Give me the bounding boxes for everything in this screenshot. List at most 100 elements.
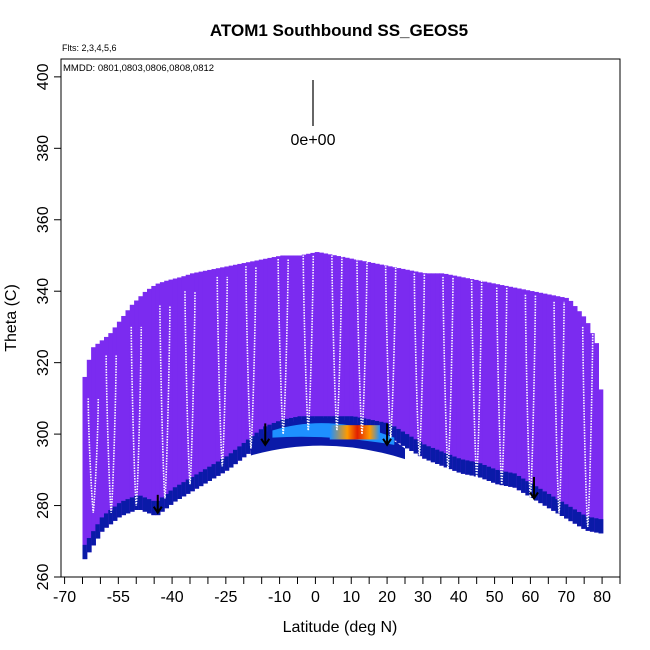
plot-frame xyxy=(60,58,621,578)
x-tick-label: -70 xyxy=(53,589,76,606)
heatmap-cell xyxy=(521,289,526,493)
heatmap-cell xyxy=(448,274,453,470)
heatmap-cell xyxy=(512,287,518,488)
heatmap-cell xyxy=(168,279,174,505)
heatmap-cell xyxy=(405,269,410,449)
arrow-head xyxy=(260,438,271,447)
heatmap-cell xyxy=(228,453,234,468)
heatmap-cell xyxy=(465,278,470,475)
x-tick-label: 20 xyxy=(378,589,396,606)
heatmap-cell xyxy=(366,262,372,434)
heatmap-cell xyxy=(172,278,178,502)
heatmap-cell xyxy=(104,513,109,528)
heatmap-cell xyxy=(168,490,174,505)
heatmap-cell xyxy=(116,503,122,518)
heatmap-cell xyxy=(310,252,316,431)
heatmap-cell xyxy=(151,285,157,516)
heatmap-cell xyxy=(516,288,522,491)
heatmap-cell xyxy=(460,459,466,474)
heatmap-cell xyxy=(177,277,182,499)
y-tick-label: 300 xyxy=(35,421,52,448)
heatmap-cell xyxy=(293,255,298,432)
heatmap-cell xyxy=(503,285,509,486)
heatmap-cell xyxy=(538,292,544,504)
heatmap-cell xyxy=(336,256,341,431)
heatmap-cell xyxy=(426,446,432,461)
heatmap-cell xyxy=(396,268,402,444)
x-tick-label: 50 xyxy=(486,589,504,606)
y-axis-label: Theta (C) xyxy=(3,284,20,352)
heatmap-cell xyxy=(469,279,475,476)
heatmap-cell xyxy=(572,306,578,524)
heatmap-cell xyxy=(164,493,169,509)
heatmap-cell xyxy=(598,389,604,534)
heatmap-cell xyxy=(108,509,114,525)
flight-profile xyxy=(331,255,343,431)
heatmap-cell xyxy=(435,273,440,464)
heatmap-cell xyxy=(443,273,449,468)
flight-profile xyxy=(356,259,368,435)
heatmap-cell xyxy=(215,461,221,476)
x-tick-label: 10 xyxy=(342,589,360,606)
y-axis: 260 280 300 320 340 360 380 400 xyxy=(35,63,61,590)
heatmap-cell xyxy=(353,259,359,431)
heatmap-cell xyxy=(185,274,191,494)
heatmap-cell xyxy=(559,501,565,516)
heatmap-cell xyxy=(555,296,561,514)
heatmap-cell xyxy=(86,537,92,553)
heatmap-cell xyxy=(237,263,243,461)
heatmap-cell xyxy=(383,422,389,437)
flights-annotation: Flts: 2,3,4,5,6 xyxy=(62,43,117,53)
heatmap-cell xyxy=(233,264,238,465)
heatmap-cell xyxy=(340,256,346,431)
heatmap-cell xyxy=(491,468,496,483)
heatmap-cell xyxy=(572,509,578,524)
heatmap-cell xyxy=(529,483,535,498)
x-tick-label: 60 xyxy=(522,589,540,606)
heatmap-cell xyxy=(503,471,509,486)
heatmap-cell xyxy=(525,481,531,496)
arrow-head xyxy=(382,438,392,447)
heatmap-cell xyxy=(546,493,552,509)
heatmap-cell xyxy=(383,265,389,437)
flight-profile xyxy=(442,276,454,470)
heatmap-cell xyxy=(250,261,255,451)
heatmap-cell xyxy=(400,431,406,446)
heatmap-cell xyxy=(482,281,488,480)
y-tick-label: 380 xyxy=(35,135,52,162)
heatmap-cell xyxy=(426,273,432,461)
heatmap-cell xyxy=(499,285,505,486)
heatmap-cell xyxy=(551,496,556,511)
heatmap-cell xyxy=(297,255,303,431)
heatmap-cell xyxy=(121,315,126,516)
heatmap-cell xyxy=(104,336,109,528)
x-tick-label: -40 xyxy=(161,589,184,606)
heatmap-cell xyxy=(529,291,535,498)
heatmap-cell xyxy=(254,260,260,447)
heatmap-cell xyxy=(172,487,178,502)
heatmap-cell xyxy=(478,463,483,478)
heatmap-cell xyxy=(224,266,230,471)
heatmap-cell xyxy=(220,267,225,474)
x-axis: -70 -55 -40 -25 -10 0 10 20 30 40 50 60 70 80 xyxy=(53,577,621,606)
heatmap-cell xyxy=(413,439,419,454)
heatmap-cell xyxy=(482,464,488,480)
heatmap-cell xyxy=(508,472,513,487)
y-tick-label: 280 xyxy=(35,492,52,519)
heatmap-cell xyxy=(198,471,204,487)
heatmap-cell xyxy=(396,428,402,444)
heatmap-cell xyxy=(99,340,105,532)
heatmap-cell xyxy=(202,270,208,484)
heatmap-cell xyxy=(142,291,148,512)
heatmap-cell xyxy=(194,272,200,489)
heatmap-cell xyxy=(99,517,105,532)
flight-profile xyxy=(581,326,594,528)
heatmap-cell xyxy=(534,291,539,501)
heatmap-cell xyxy=(435,449,440,464)
heatmap-cell xyxy=(422,444,427,459)
x-tick-label: 30 xyxy=(414,589,432,606)
heatmap-cell xyxy=(448,454,453,470)
heatmap-cell xyxy=(400,268,406,446)
legend-scale-value: 0e+00 xyxy=(291,132,336,149)
x-tick-label: 0 xyxy=(311,589,320,606)
